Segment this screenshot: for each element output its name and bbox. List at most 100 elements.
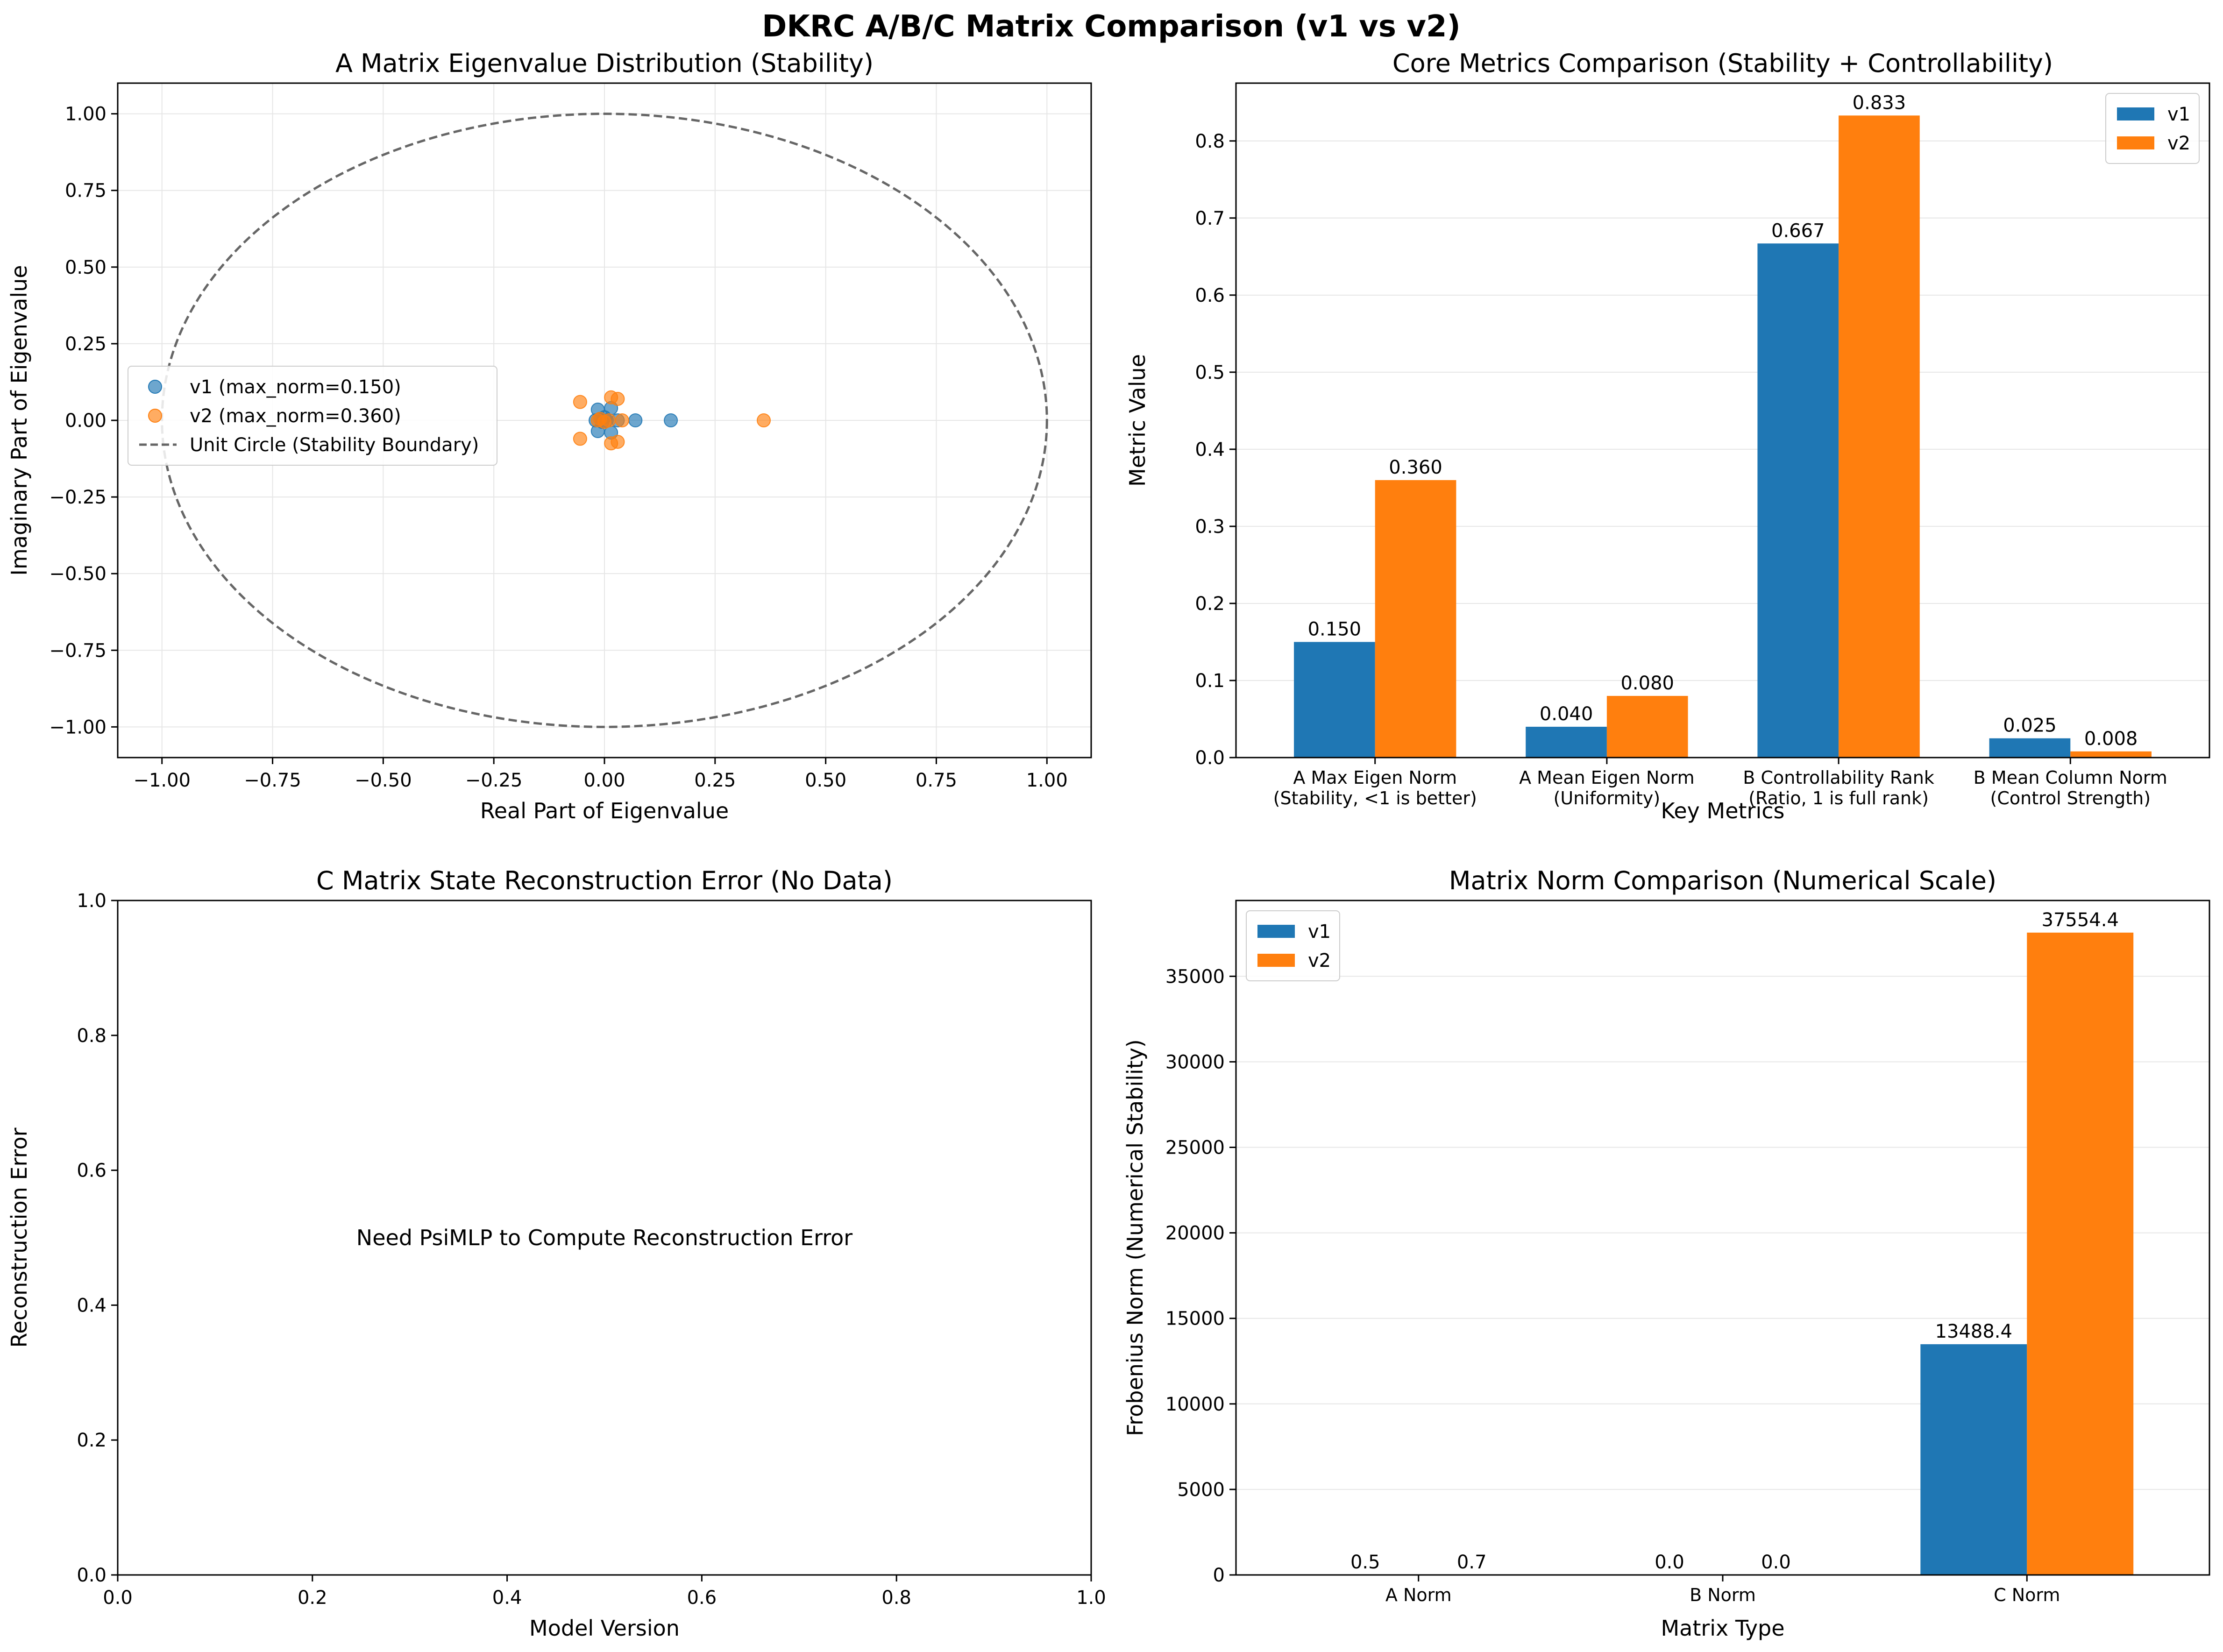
y-tick-label: 0.0 [1195,747,1225,769]
x-tick-label: −0.75 [244,770,301,791]
bar-v2-2 [1839,115,1920,758]
bar-v2-2 [2027,932,2134,1575]
legend-label: v2 (max_norm=0.360) [190,405,401,427]
bar-value-label: 0.667 [1771,220,1825,241]
y-tick-label: 0.5 [1195,362,1225,383]
y-tick-label: 30000 [1165,1051,1225,1073]
reconstruction-error-chart: C Matrix State Reconstruction Error (No … [7,866,1106,1641]
eigenvalue-point-v2 [757,413,771,427]
x-tick-label: 1.0 [1076,1587,1106,1609]
y-tick-label: 0.8 [77,1025,107,1047]
x-tick-label: (Control Strength) [1990,788,2151,808]
x-axis-label: Key Metrics [1661,798,1785,823]
y-tick-label: −0.25 [49,487,107,508]
chart-title: A Matrix Eigenvalue Distribution (Stabil… [335,49,874,78]
bar-v1-2 [1920,1344,2027,1575]
y-axis-label: Reconstruction Error [7,1127,32,1347]
x-tick-label: C Norm [1994,1585,2060,1605]
eigenvalue-point-v2 [573,395,587,409]
legend-swatch [2117,107,2154,121]
chart-title: C Matrix State Reconstruction Error (No … [316,866,893,895]
x-tick-label: (Stability, <1 is better) [1273,788,1477,808]
legend-label: v2 [2167,133,2190,154]
eigenvalue-point-v2 [615,413,629,427]
x-tick-label: A Norm [1385,1585,1452,1605]
no-data-annotation: Need PsiMLP to Compute Reconstruction Er… [356,1225,852,1250]
bar-v1-1 [1526,726,1607,758]
x-tick-label: B Controllability Rank [1743,767,1934,788]
bar-v1-2 [1757,243,1839,758]
y-tick-label: 20000 [1165,1223,1225,1244]
y-tick-label: −1.00 [49,716,107,738]
x-tick-label: (Ratio, 1 is full rank) [1748,788,1929,808]
legend-frame [128,366,497,466]
y-tick-label: 15000 [1165,1308,1225,1330]
eigenvalue-point-v2 [604,436,618,451]
x-tick-label: 0.2 [298,1587,327,1609]
bar-value-label: 0.025 [2003,715,2057,737]
x-tick-label: −0.25 [465,770,523,791]
legend-swatch [2117,136,2154,149]
y-tick-label: 0.6 [77,1160,107,1182]
x-axis-label: Model Version [529,1616,680,1641]
legend-label: Unit Circle (Stability Boundary) [190,434,479,456]
y-tick-label: 35000 [1165,966,1225,987]
x-tick-label: 0.0 [103,1587,133,1609]
y-tick-label: 0.6 [1195,285,1225,306]
eigenvalue-scatter-chart: A Matrix Eigenvalue Distribution (Stabil… [7,49,1092,823]
axes-border [1235,900,2210,1576]
eigenvalue-point-v1 [628,413,643,427]
x-tick-label: 0.6 [687,1587,717,1609]
bar-value-label: 0.7 [1457,1552,1487,1573]
bar-v1-0 [1294,642,1375,758]
y-tick-label: 0.3 [1195,516,1225,538]
y-tick-label: 0.00 [65,410,107,432]
x-tick-label: 0.50 [805,770,846,791]
axes-border [117,900,1092,1576]
chart-title: Core Metrics Comparison (Stability + Con… [1392,49,2053,78]
bar-value-label: 13488.4 [1935,1321,2012,1342]
legend-label: v2 [1308,950,1331,971]
x-tick-label: (Uniformity) [1554,788,1661,808]
y-tick-label: 0.0 [77,1565,107,1586]
legend-swatch [1257,925,1295,938]
x-tick-label: A Mean Eigen Norm [1519,767,1695,788]
bar-value-label: 37554.4 [2042,909,2119,931]
y-tick-label: 0.1 [1195,670,1225,692]
figure-suptitle: DKRC A/B/C Matrix Comparison (v1 vs v2) [762,9,1461,44]
legend-label: v1 (max_norm=0.150) [190,376,401,398]
x-tick-label: 0.8 [881,1587,911,1609]
axes-border [117,82,1092,759]
x-tick-label: 0.4 [492,1587,522,1609]
x-tick-label: 0.25 [694,770,736,791]
y-tick-label: −0.50 [49,563,107,585]
y-tick-label: −0.75 [49,640,107,661]
y-tick-label: 0.4 [1195,439,1225,461]
y-axis-label: Metric Value [1125,354,1150,487]
bar-value-label: 0.008 [2084,728,2138,750]
y-tick-label: 0.4 [77,1295,107,1316]
bar-value-label: 0.150 [1308,618,1362,640]
legend: v1 (max_norm=0.150) v2 (max_norm=0.360) Un… [128,366,497,466]
bar-v2-1 [1606,695,1688,758]
bar-v1-3 [1989,738,2071,758]
bar-value-label: 0.833 [1853,92,1906,113]
y-tick-label: 25000 [1165,1137,1225,1159]
legend-marker [148,409,162,423]
y-tick-label: 0.2 [1195,593,1225,615]
y-tick-label: 0 [1213,1565,1225,1586]
legend-label: v1 [1308,921,1331,943]
bar-value-label: 0.080 [1620,673,1674,694]
legend-marker [148,380,162,394]
x-tick-label: −0.50 [355,770,412,791]
bar-value-label: 0.0 [1655,1552,1684,1573]
core-metrics-bar-chart: Core Metrics Comparison (Stability + Con… [1125,49,2210,823]
bar-v2-0 [1375,480,1456,758]
y-tick-label: 0.25 [65,333,107,355]
y-tick-label: 0.7 [1195,208,1225,229]
eigenvalue-point-v2 [590,413,605,427]
legend-label: v1 [2167,104,2190,125]
eigenvalue-point-v2 [573,432,587,446]
